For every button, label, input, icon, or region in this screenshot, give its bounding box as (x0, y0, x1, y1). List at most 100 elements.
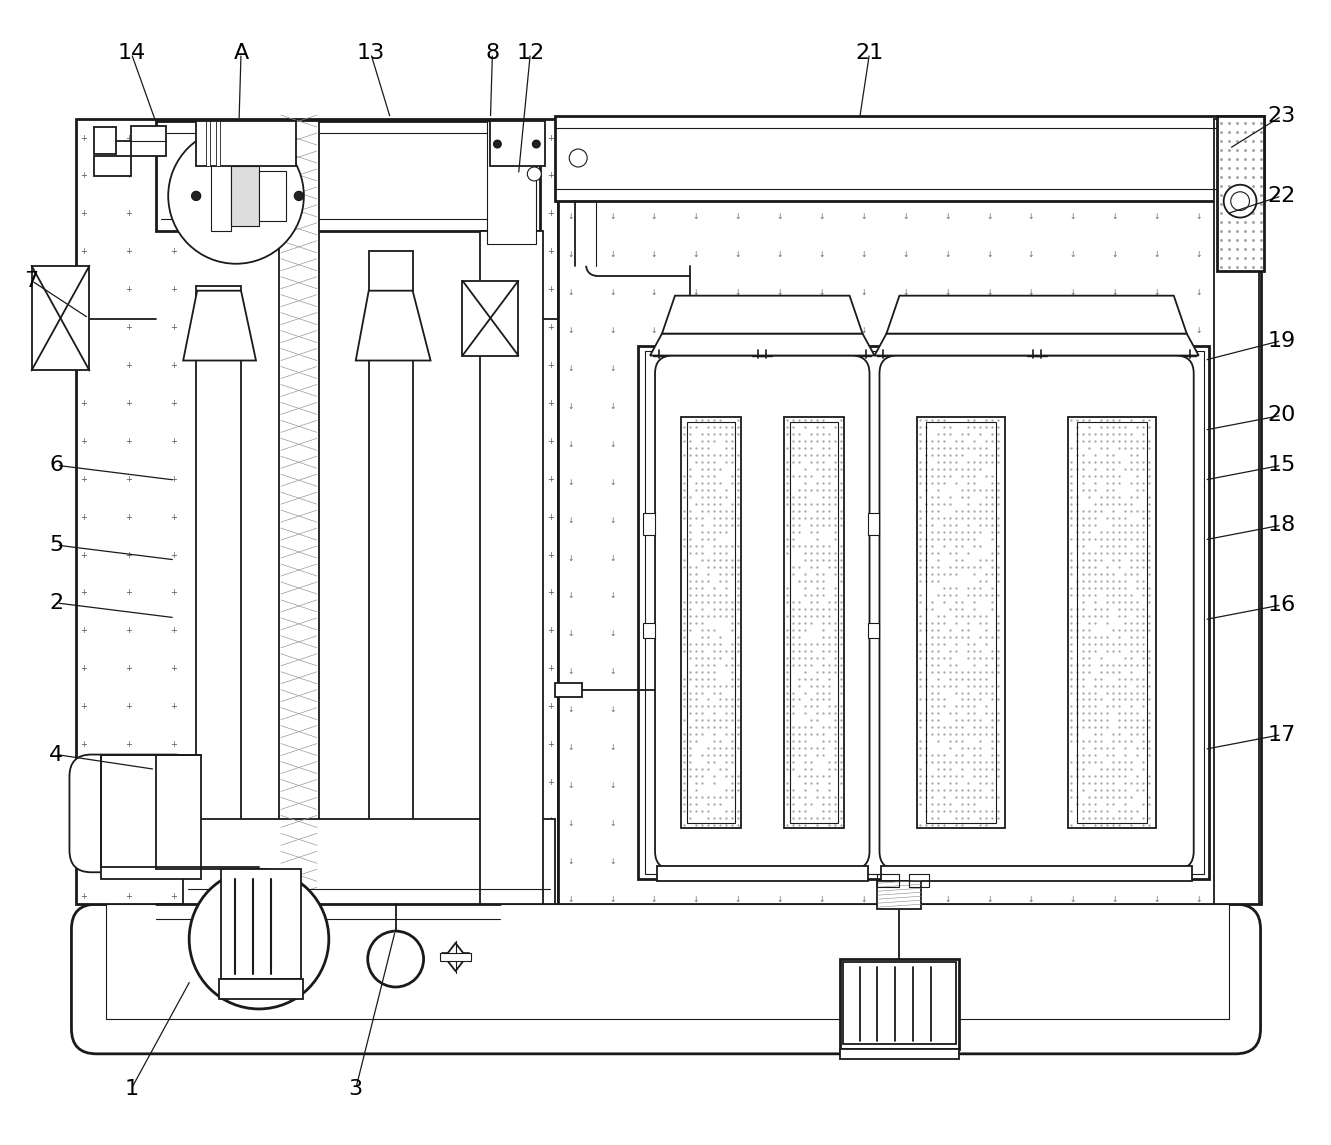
Text: ↓: ↓ (986, 326, 993, 335)
Text: +: + (170, 134, 177, 143)
Circle shape (168, 128, 303, 263)
Polygon shape (874, 333, 1199, 356)
Text: +: + (80, 398, 87, 408)
Text: ↓: ↓ (651, 630, 658, 639)
Circle shape (189, 869, 329, 1009)
Text: ↓: ↓ (819, 289, 825, 298)
Text: ↓: ↓ (651, 553, 658, 562)
Text: ↓: ↓ (819, 251, 825, 259)
FancyBboxPatch shape (72, 905, 1260, 1053)
Text: ↓: ↓ (944, 440, 950, 449)
Text: +: + (80, 892, 87, 901)
Text: ↓: ↓ (610, 174, 615, 183)
Text: ↓: ↓ (1195, 477, 1202, 487)
Text: +: + (125, 551, 132, 560)
Text: 13: 13 (357, 44, 385, 63)
Text: +: + (170, 816, 177, 824)
Text: ↓: ↓ (692, 251, 699, 259)
Text: ↓: ↓ (1028, 326, 1034, 335)
Text: ↓: ↓ (902, 251, 909, 259)
Text: ↓: ↓ (776, 894, 783, 903)
Text: ↓: ↓ (986, 630, 993, 639)
Text: ↓: ↓ (692, 630, 699, 639)
Text: ↓: ↓ (610, 364, 615, 373)
Text: ↓: ↓ (902, 705, 909, 714)
Text: ↓: ↓ (1154, 477, 1161, 487)
Text: ↓: ↓ (1195, 668, 1202, 677)
Text: +: + (80, 854, 87, 863)
Text: +: + (125, 172, 132, 181)
Text: +: + (547, 172, 554, 181)
Text: +: + (547, 134, 554, 143)
FancyBboxPatch shape (880, 356, 1194, 869)
Text: ↓: ↓ (819, 819, 825, 828)
Text: ↓: ↓ (944, 212, 950, 221)
Text: ↓: ↓ (567, 592, 574, 600)
Text: ↓: ↓ (819, 515, 825, 524)
Text: ↓: ↓ (1111, 440, 1118, 449)
Bar (1077, 423, 1147, 823)
Text: ↓: ↓ (692, 515, 699, 524)
Text: +: + (547, 702, 554, 711)
Text: ↓: ↓ (986, 819, 993, 828)
Text: 5: 5 (49, 535, 64, 555)
Text: ↓: ↓ (986, 553, 993, 562)
Text: ↓: ↓ (567, 856, 574, 866)
Text: ↓: ↓ (860, 251, 866, 259)
Text: ↓: ↓ (735, 477, 741, 487)
Text: ↓: ↓ (567, 364, 574, 373)
Text: ↓: ↓ (1195, 136, 1202, 145)
Bar (840, 1049, 960, 1059)
Text: ↓: ↓ (1028, 402, 1034, 411)
Text: +: + (170, 626, 177, 635)
Text: +: + (170, 247, 177, 256)
Text: ↓: ↓ (944, 136, 950, 145)
Text: ↓: ↓ (1154, 705, 1161, 714)
Bar (216, 121, 220, 166)
Text: +: + (502, 777, 508, 787)
Text: ↓: ↓ (1111, 364, 1118, 373)
Text: +: + (80, 323, 87, 332)
Text: ↓: ↓ (1028, 592, 1034, 600)
Text: ↓: ↓ (819, 402, 825, 411)
Text: +: + (547, 247, 554, 256)
Text: +: + (80, 816, 87, 824)
Text: ↓: ↓ (1111, 781, 1118, 790)
Text: +: + (80, 437, 87, 445)
Text: ↓: ↓ (567, 668, 574, 677)
Text: ↓: ↓ (819, 136, 825, 145)
Text: ↓: ↓ (986, 705, 993, 714)
Text: ↓: ↓ (735, 174, 741, 183)
Text: ↓: ↓ (1028, 251, 1034, 259)
Text: ↓: ↓ (1028, 212, 1034, 221)
Text: ↓: ↓ (1028, 553, 1034, 562)
Bar (881, 867, 1191, 882)
Text: ↓: ↓ (776, 705, 783, 714)
Text: +: + (547, 892, 554, 901)
Text: +: + (80, 664, 87, 673)
Text: ↓: ↓ (776, 553, 783, 562)
Text: ↓: ↓ (610, 743, 615, 752)
Text: +: + (547, 740, 554, 749)
Bar (221, 869, 301, 979)
Text: ↓: ↓ (860, 781, 866, 790)
Text: ↓: ↓ (1154, 251, 1161, 259)
Text: ↓: ↓ (692, 705, 699, 714)
Text: ↓: ↓ (776, 326, 783, 335)
Text: +: + (502, 513, 508, 522)
Text: ↓: ↓ (1111, 592, 1118, 600)
Text: ↓: ↓ (1028, 289, 1034, 298)
Text: ↓: ↓ (776, 212, 783, 221)
Text: +: + (502, 247, 508, 256)
Text: +: + (80, 361, 87, 370)
Text: ↓: ↓ (1238, 440, 1243, 449)
Text: +: + (170, 589, 177, 598)
Text: ↓: ↓ (567, 553, 574, 562)
Text: ↓: ↓ (1028, 856, 1034, 866)
Text: +: + (547, 626, 554, 635)
Text: +: + (80, 285, 87, 294)
Text: ↓: ↓ (1154, 402, 1161, 411)
Text: ↓: ↓ (944, 894, 950, 903)
Text: ↓: ↓ (776, 402, 783, 411)
Text: ↓: ↓ (651, 477, 658, 487)
